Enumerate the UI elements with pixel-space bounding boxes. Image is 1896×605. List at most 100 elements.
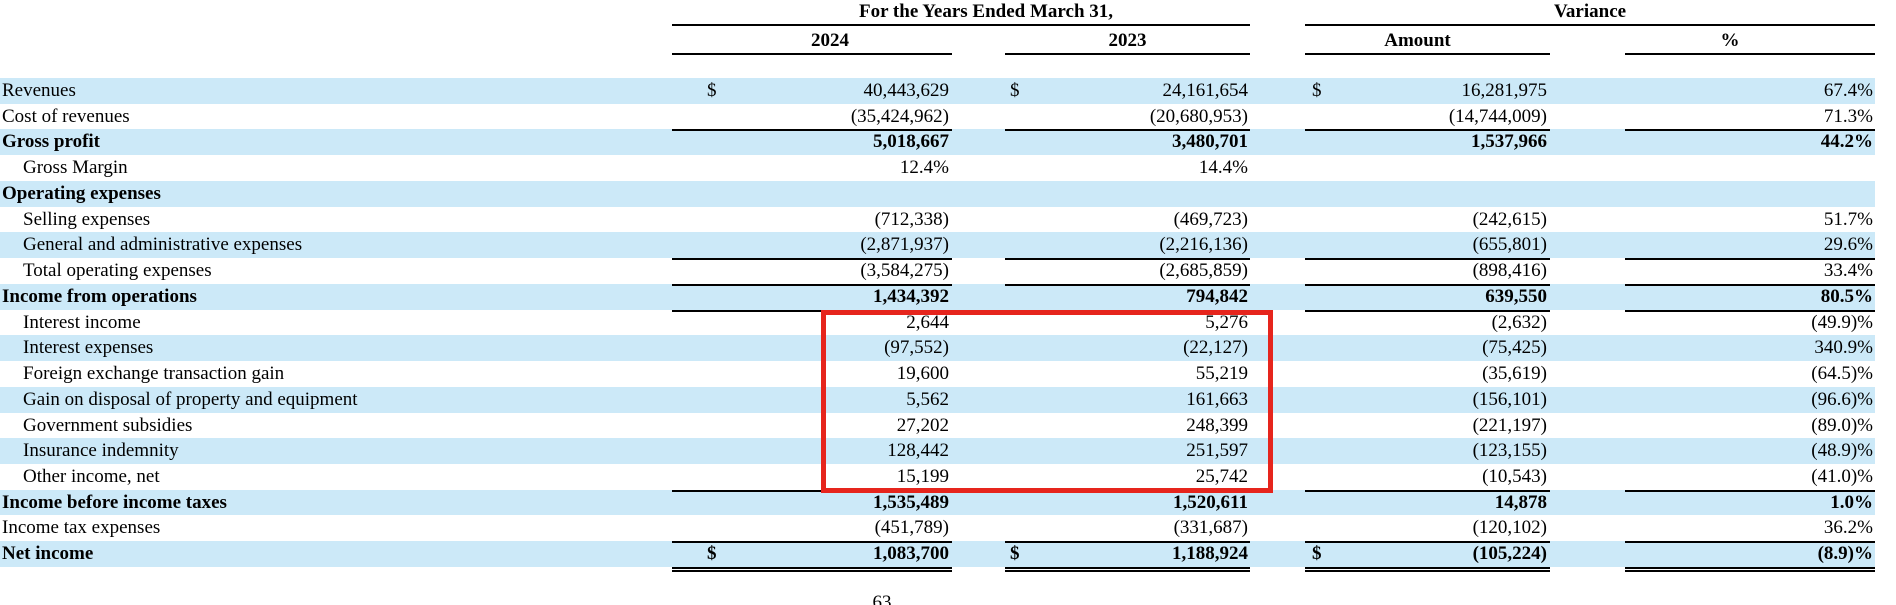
row-label: Total operating expenses (23, 260, 212, 282)
cell-cPct: (64.5)% (1625, 361, 1875, 387)
cell-c2024: (2,871,937) (672, 232, 952, 261)
cell-cAmt: $16,281,975 (1305, 78, 1550, 104)
row-label: Interest income (23, 311, 141, 333)
cell-cPct: (8.9)% (1625, 541, 1875, 572)
cell-c2024 (672, 181, 952, 207)
cell-value: (655,801) (1472, 234, 1547, 256)
cell-cPct: 71.3% (1625, 104, 1875, 132)
cell-value: (2,632) (1491, 311, 1547, 333)
cell-cPct: 29.6% (1625, 232, 1875, 261)
cell-c2024: 1,434,392 (672, 284, 952, 312)
cell-c2024: 5,562 (672, 387, 952, 413)
cell-value: (898,416) (1472, 260, 1547, 282)
cell-c2023: (22,127) (1005, 335, 1250, 361)
table-row: Income from operations 1,434,392 794,842 63… (0, 283, 1875, 312)
cell-value: (242,615) (1472, 208, 1547, 230)
cell-value: 1.0% (1830, 491, 1873, 513)
cell-value: 251,597 (1186, 440, 1248, 462)
cell-value: 27,202 (896, 414, 949, 436)
table-row: Gross Margin 12.4% 14.4% (0, 155, 1875, 181)
cell-value: 340.9% (1814, 337, 1873, 359)
cell-cAmt: (655,801) (1305, 232, 1550, 261)
cell-value: 3,480,701 (1172, 131, 1248, 153)
currency-symbol: $ (707, 543, 717, 565)
cell-value: (469,723) (1173, 208, 1248, 230)
table-row: Interest expenses (97,552) (22,127) (75,425… (0, 335, 1875, 362)
cell-value: 25,742 (1195, 466, 1248, 488)
column-header-2023: 2023 (1005, 29, 1250, 55)
cell-value: (89.0)% (1811, 414, 1873, 436)
highlight-box (821, 310, 1273, 493)
cell-c2023: (331,687) (1005, 515, 1250, 544)
cell-value: 24,161,654 (1162, 80, 1249, 101)
cell-cPct: 36.2% (1625, 515, 1875, 544)
row-label: Gross profit (2, 131, 100, 153)
cell-cPct: 67.4% (1625, 78, 1875, 104)
row-label: Gross Margin (23, 157, 128, 179)
cell-cPct: 1.0% (1625, 490, 1875, 516)
cell-value: 40,443,629 (863, 80, 950, 101)
column-header-2024: 2024 (672, 29, 952, 55)
cell-c2024: 19,600 (672, 361, 952, 387)
table-row: Cost of revenues (35,424,962) (20,680,953)… (0, 104, 1875, 132)
cell-cPct: 80.5% (1625, 284, 1875, 312)
table-row: Interest income 2,644 5,276 (2,632) (49.9)% (0, 310, 1875, 336)
cell-value: (2,871,937) (860, 234, 949, 256)
table-row: Revenues $40,443,629 $24,161,654 $16,281,97… (0, 78, 1875, 104)
cell-cPct: (48.9)% (1625, 438, 1875, 464)
cell-c2024: 128,442 (672, 438, 952, 464)
cell-value: 16,281,975 (1461, 80, 1548, 101)
row-label: Other income, net (23, 466, 160, 488)
cell-cAmt: (14,744,009) (1305, 104, 1550, 132)
row-label: Income from operations (2, 285, 197, 307)
cell-cAmt: (898,416) (1305, 258, 1550, 286)
cell-value: 2,644 (906, 311, 949, 333)
cell-cPct: (89.0)% (1625, 413, 1875, 439)
period-group-header: For the Years Ended March 31, (672, 0, 1250, 26)
cell-c2023: 794,842 (1005, 284, 1250, 312)
cell-c2023: (20,680,953) (1005, 104, 1250, 132)
table-row: Selling expenses (712,338) (469,723) (242,6… (0, 207, 1875, 233)
table-header-groups: For the Years Ended March 31, Variance (0, 0, 1875, 26)
page-number: 63 (872, 592, 892, 605)
cell-value: (3,584,275) (860, 260, 949, 282)
cell-value: (35,424,962) (850, 105, 949, 127)
cell-cPct: 340.9% (1625, 335, 1875, 361)
cell-c2023: 14.4% (1005, 155, 1250, 181)
table-row: Other income, net 15,199 25,742 (10,543) (41… (0, 464, 1875, 492)
cell-value: 15,199 (896, 466, 949, 488)
cell-value: 19,600 (896, 363, 949, 385)
cell-c2023: (2,685,859) (1005, 258, 1250, 286)
cell-cPct: (96.6)% (1625, 387, 1875, 413)
cell-c2023: 161,663 (1005, 387, 1250, 413)
cell-cPct: (49.9)% (1625, 310, 1875, 336)
cell-value: 44.2% (1820, 131, 1873, 153)
cell-value: 1,188,924 (1172, 543, 1248, 565)
table-body: Revenues $40,443,629 $24,161,654 $16,281,97… (0, 78, 1875, 572)
cell-cAmt: (123,155) (1305, 438, 1550, 464)
row-label: Net income (2, 543, 94, 565)
cell-value: 33.4% (1823, 260, 1873, 282)
cell-c2023: 3,480,701 (1005, 129, 1250, 155)
cell-cAmt: (2,632) (1305, 310, 1550, 336)
cell-cAmt: (75,425) (1305, 335, 1550, 361)
cell-value: (97,552) (884, 337, 949, 359)
row-label: Revenues (2, 80, 76, 101)
cell-value: (96.6)% (1811, 388, 1873, 410)
cell-value: 639,550 (1485, 285, 1547, 307)
cell-c2024: 27,202 (672, 413, 952, 439)
currency-symbol: $ (1010, 80, 1020, 101)
cell-cPct (1625, 181, 1875, 207)
cell-c2024: 15,199 (672, 464, 952, 492)
table-column-headers: 2024 2023 Amount % (0, 29, 1875, 55)
cell-value: 5,562 (906, 388, 949, 410)
cell-c2023: 251,597 (1005, 438, 1250, 464)
cell-value: 1,537,966 (1471, 131, 1547, 153)
cell-c2024: (35,424,962) (672, 104, 952, 132)
row-label: Income tax expenses (2, 517, 161, 539)
currency-symbol: $ (1010, 543, 1020, 565)
cell-value: (35,619) (1482, 363, 1547, 385)
cell-c2023: 1,520,611 (1005, 490, 1250, 516)
cell-value: (10,543) (1482, 466, 1547, 488)
currency-symbol: $ (1312, 80, 1322, 101)
